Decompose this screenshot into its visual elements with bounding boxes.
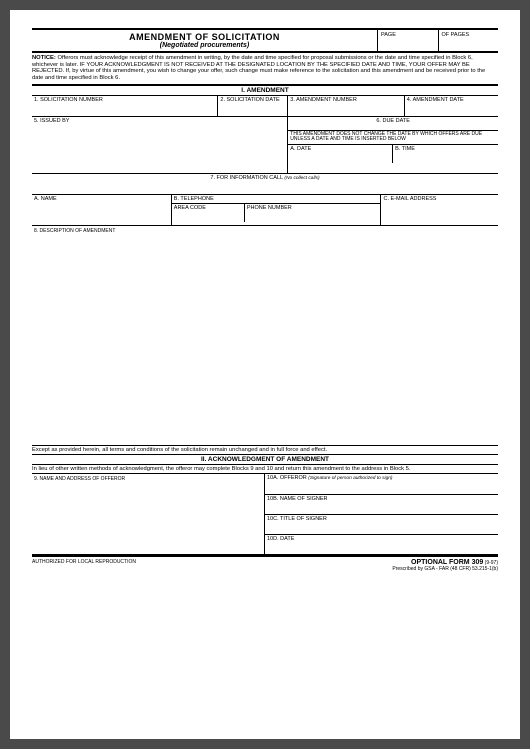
field-6a[interactable]: A. DATE <box>288 145 393 163</box>
signature-row: 9. NAME AND ADDRESS OF OFFEROR 10A. OFFE… <box>32 474 498 555</box>
field-7b: B. TELEPHONE <box>172 195 381 204</box>
of-pages-label: OF PAGES <box>438 30 499 51</box>
field-5[interactable]: 5. ISSUED BY <box>32 117 288 173</box>
field-10c[interactable]: 10C. TITLE OF SIGNER <box>265 515 498 535</box>
field-7b-wrap: B. TELEPHONE AREA CODE PHONE NUMBER <box>172 195 382 225</box>
form-title: AMENDMENT OF SOLICITATION <box>32 32 377 42</box>
field-2[interactable]: 2. SOLICITATION DATE <box>218 96 288 116</box>
field-10d[interactable]: 10D. DATE <box>265 535 498 554</box>
field-3[interactable]: 3. AMENDMENT NUMBER <box>288 96 405 116</box>
field-6-wrap: 6. DUE DATE THIS AMENDMENT DOES NOT CHAN… <box>288 117 498 173</box>
field-7b-phone[interactable]: PHONE NUMBER <box>245 204 381 222</box>
field-10a-label: 10A. OFFEROR <box>267 475 307 481</box>
field-10b[interactable]: 10B. NAME OF SIGNER <box>265 495 498 515</box>
title-block: AMENDMENT OF SOLICITATION (Negotiated pr… <box>32 30 378 51</box>
field-7a[interactable]: A. NAME <box>32 195 172 225</box>
field-10a[interactable]: 10A. OFFEROR (Signature of person author… <box>265 474 498 494</box>
field-8-area[interactable]: 8. DESCRIPTION OF AMENDMENT <box>32 226 498 446</box>
section-2-header: II. ACKNOWLEDGMENT OF AMENDMENT <box>32 455 498 465</box>
prescribed: Prescribed by GSA - FAR (48 CFR) 53.215-… <box>392 566 498 572</box>
field-9[interactable]: 9. NAME AND ADDRESS OF OFFEROR <box>32 474 265 554</box>
row-5-6: 5. ISSUED BY 6. DUE DATE THIS AMENDMENT … <box>32 117 498 174</box>
page-block: PAGE OF PAGES <box>378 30 498 51</box>
page-label: PAGE <box>378 30 438 51</box>
form-subtitle: (Negotiated procurements) <box>32 42 377 49</box>
header-row: AMENDMENT OF SOLICITATION (Negotiated pr… <box>32 28 498 51</box>
notice-text: Offerors must acknowledge receipt of thi… <box>32 55 485 81</box>
field-7c[interactable]: C. E-MAIL ADDRESS <box>381 195 498 225</box>
footer: AUTHORIZED FOR LOCAL REPRODUCTION OPTION… <box>32 555 498 572</box>
notice-label: NOTICE: <box>32 55 56 61</box>
field-10-wrap: 10A. OFFEROR (Signature of person author… <box>265 474 498 554</box>
row-7abc: A. NAME B. TELEPHONE AREA CODE PHONE NUM… <box>32 195 498 226</box>
notice-block: NOTICE: Offerors must acknowledge receip… <box>32 51 498 86</box>
footer-auth: AUTHORIZED FOR LOCAL REPRODUCTION <box>32 559 136 572</box>
field-6-note: THIS AMENDMENT DOES NOT CHANGE THE DATE … <box>288 131 498 145</box>
section-1-header: I. AMENDMENT <box>32 86 498 96</box>
form-number: OPTIONAL FORM 309 <box>411 559 483 566</box>
except-line: Except as provided herein, all terms and… <box>32 446 498 455</box>
form-page: AMENDMENT OF SOLICITATION (Negotiated pr… <box>10 10 520 739</box>
field-7b-area[interactable]: AREA CODE <box>172 204 245 222</box>
field-6b[interactable]: B. TIME <box>393 145 498 163</box>
field-7: 7. FOR INFORMATION CALL <box>210 175 282 181</box>
row-7-header: 7. FOR INFORMATION CALL (No collect call… <box>32 174 498 195</box>
field-8-label: 8. DESCRIPTION OF AMENDMENT <box>34 228 496 234</box>
ack-text: In lieu of other written methods of ackn… <box>32 465 498 475</box>
field-9-label: 9. NAME AND ADDRESS OF OFFEROR <box>34 476 262 482</box>
field-1[interactable]: 1. SOLICITATION NUMBER <box>32 96 218 116</box>
field-10a-note: (Signature of person authorized to sign) <box>308 476 392 481</box>
field-4[interactable]: 4. AMENDMENT DATE <box>405 96 498 116</box>
field-6: 6. DUE DATE <box>288 117 498 131</box>
field-7-note: (No collect calls) <box>284 176 319 181</box>
footer-right: OPTIONAL FORM 309 (9-97) Prescribed by G… <box>392 559 498 572</box>
row-1-4: 1. SOLICITATION NUMBER 2. SOLICITATION D… <box>32 96 498 117</box>
